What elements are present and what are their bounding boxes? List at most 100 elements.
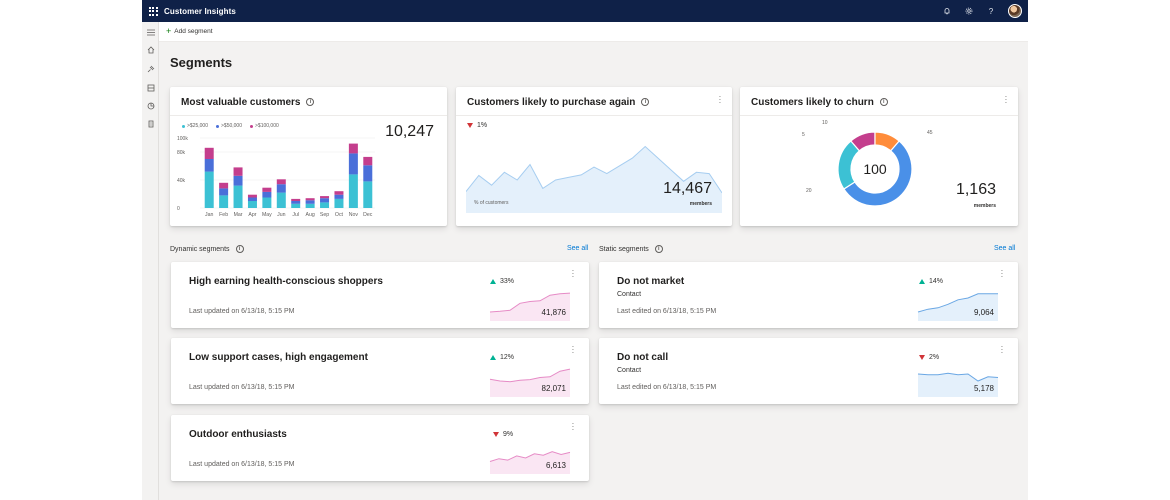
bar-segment[interactable] [305, 198, 315, 201]
segment-name[interactable]: Do not market [617, 276, 685, 287]
bar-segment[interactable] [233, 175, 243, 186]
bar-segment[interactable] [320, 202, 330, 208]
help-icon[interactable]: ? [988, 6, 994, 16]
segment-name[interactable]: Do not call [617, 352, 669, 363]
segment-count: 82,071 [541, 384, 566, 393]
segment-name[interactable]: Low support cases, high engagement [189, 352, 368, 363]
bar-segment[interactable] [348, 153, 358, 175]
segments-icon[interactable] [146, 83, 155, 92]
x-tick-label: Nov [349, 212, 359, 218]
trend-down-icon [919, 355, 925, 360]
purchase-again-card[interactable]: Customers likely to purchase again i · · · … [456, 87, 732, 226]
donut-slice[interactable] [843, 140, 913, 207]
home-icon[interactable] [146, 45, 155, 54]
more-options-icon[interactable]: · · · [571, 342, 575, 357]
bar-segment[interactable] [247, 194, 257, 198]
segment-card[interactable]: Outdoor enthusiasts Last updated on 6/13… [171, 415, 589, 481]
bar-segment[interactable] [305, 203, 315, 208]
most-valuable-card[interactable]: Most valuable customers i 10,247 100k 80k 4… [170, 87, 447, 226]
bar-segment[interactable] [363, 181, 373, 208]
segment-card[interactable]: Do not market Contact Last edited on 6/1… [599, 262, 1018, 328]
bar-segment[interactable] [320, 198, 330, 203]
top-bar: Customer Insights ? [142, 0, 1028, 22]
app-window: Customer Insights ? [142, 0, 1028, 500]
donut-slice[interactable] [837, 140, 861, 190]
bar-segment[interactable] [363, 165, 373, 182]
bar-segment[interactable] [233, 167, 243, 176]
bar-segment[interactable] [363, 156, 373, 166]
bar-segment[interactable] [204, 159, 214, 172]
sparkline-fill [490, 451, 570, 474]
bar-segment[interactable] [334, 191, 344, 195]
top-bar-actions: ? [942, 0, 1022, 22]
bar-segment[interactable] [276, 179, 286, 185]
info-icon[interactable]: i [641, 98, 650, 107]
static-segments-label: Static segments i [599, 245, 663, 253]
divider [456, 115, 732, 116]
bar-segment[interactable] [348, 174, 358, 208]
bell-icon[interactable] [942, 6, 952, 16]
bar-segment[interactable] [262, 187, 272, 192]
insights-icon[interactable] [146, 101, 155, 110]
bar-segment[interactable] [348, 143, 358, 154]
info-icon[interactable]: i [879, 98, 888, 107]
bar-segment[interactable] [334, 194, 344, 199]
segment-name[interactable]: Outdoor enthusiasts [189, 429, 287, 440]
bar-segment[interactable] [334, 198, 344, 208]
bar-segment[interactable] [219, 195, 229, 208]
hamburger-icon[interactable] [146, 28, 155, 37]
more-options-icon[interactable]: · · · [571, 419, 575, 434]
segment-card[interactable]: High earning health-conscious shoppers L… [171, 262, 589, 328]
big-number: 14,467 [663, 180, 712, 197]
segment-name[interactable]: High earning health-conscious shoppers [189, 276, 383, 287]
more-options-icon[interactable]: · · · [571, 266, 575, 281]
legend-label: >$50,000 [221, 123, 242, 129]
bar-segment[interactable] [305, 200, 315, 204]
gear-icon[interactable] [964, 6, 974, 16]
bar-segment[interactable] [204, 147, 214, 159]
area-fill [466, 146, 722, 213]
info-icon[interactable]: i [235, 245, 244, 253]
bar-segment[interactable] [204, 171, 214, 208]
see-all-static-link[interactable]: See all [994, 245, 1016, 252]
sparkline-line [489, 451, 571, 462]
page-title: Segments [170, 55, 233, 70]
bar-segment[interactable] [219, 182, 229, 189]
bar-segment[interactable] [233, 185, 243, 208]
bar-segment[interactable] [320, 196, 330, 199]
info-icon[interactable]: i [654, 245, 663, 253]
more-options-icon[interactable]: · · · [718, 92, 722, 107]
churn-card[interactable]: Customers likely to churn i · · · 100 10 45 5 2… [740, 87, 1018, 226]
bar-segment[interactable] [219, 188, 229, 196]
avatar[interactable] [1008, 4, 1022, 18]
x-tick-label: Apr [248, 212, 256, 218]
trend-indicator: 9% [493, 431, 513, 438]
segment-card[interactable]: Low support cases, high engagement Last … [171, 338, 589, 404]
more-options-icon[interactable]: · · · [1000, 266, 1004, 281]
trend-value: 9% [503, 431, 514, 438]
bar-segment[interactable] [276, 192, 286, 208]
add-segment-button[interactable]: + Add segment [166, 27, 213, 36]
bar-segment[interactable] [247, 201, 257, 208]
see-all-dynamic-link[interactable]: See all [567, 245, 589, 252]
segment-card[interactable]: Do not call Contact Last edited on 6/13/… [599, 338, 1018, 404]
bar-segment[interactable] [291, 203, 301, 208]
bar-segment[interactable] [291, 198, 301, 201]
bar-chart: 100k 80k 40k 0 Jan Feb Mar Apr May Jun Jul Aug Sep Oc… [177, 136, 375, 218]
more-options-icon[interactable]: · · · [1000, 342, 1004, 357]
bar-segment[interactable] [276, 184, 286, 193]
legend-dot [250, 124, 253, 128]
segment-count: 5,178 [973, 384, 994, 393]
bar-segment[interactable] [291, 201, 301, 204]
bar-segment[interactable] [247, 197, 257, 202]
sparkline-line [917, 372, 999, 382]
pin-icon[interactable] [146, 64, 155, 73]
more-options-icon[interactable]: · · · [1004, 92, 1008, 107]
app-launcher-icon[interactable] [142, 0, 164, 22]
card-title: Customers likely to churn i [751, 97, 888, 108]
command-bar: + Add segment [159, 22, 1028, 42]
data-icon[interactable] [146, 119, 155, 128]
bar-segment[interactable] [262, 197, 272, 209]
bar-segment[interactable] [262, 191, 272, 198]
x-tick-label: Aug [306, 212, 315, 218]
